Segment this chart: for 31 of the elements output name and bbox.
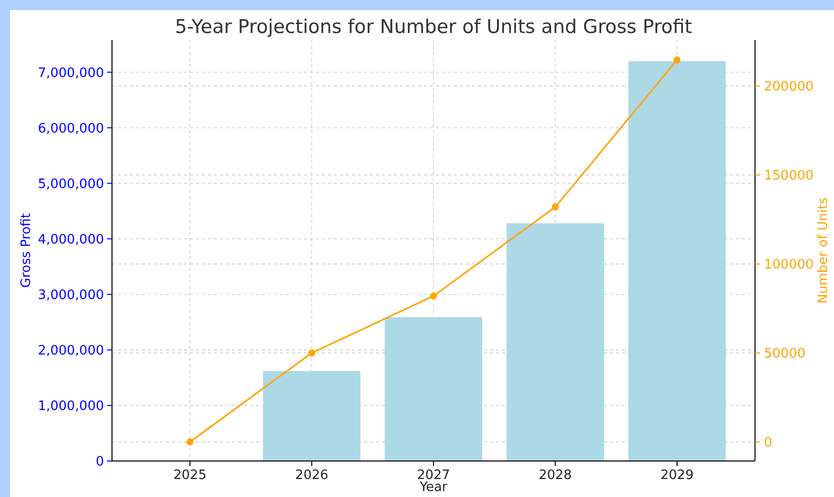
y-tick-label: 5,000,000 [38, 176, 104, 192]
x-tick-label: 2025 [173, 468, 206, 483]
point [552, 203, 559, 210]
x-tick-label: 2026 [295, 468, 328, 483]
y-tick-label: 4,000,000 [38, 232, 104, 248]
point [430, 292, 437, 300]
bar [506, 223, 604, 461]
y-tick-label: 6,000,000 [38, 121, 104, 136]
x-tick-label: 2028 [538, 468, 572, 483]
bar [263, 371, 360, 461]
y-tick-label: 3,000,000 [38, 288, 104, 303]
x-tick-label: 2027 [416, 468, 450, 483]
x-axis-title: Year [418, 480, 448, 495]
chart-title: 5-Year Projections for Number of Units and Gross Profit [174, 16, 692, 38]
bar [384, 317, 482, 461]
point [186, 438, 194, 446]
bar [628, 61, 726, 461]
y-tick-label: 0 [96, 454, 104, 470]
y-axis-title: Gross Profit [19, 213, 34, 288]
y2-axis-title: Number of Units [816, 197, 831, 304]
point [308, 349, 316, 356]
y2-tick-label: 0 [764, 436, 772, 451]
point [674, 56, 681, 64]
y2-tick-label: 100000 [764, 257, 814, 272]
y2-tick-label: 150000 [764, 168, 814, 184]
y2-tick-label: 50000 [764, 346, 806, 362]
y2-tick-label: 200000 [764, 79, 814, 94]
x-tick-label: 2029 [660, 468, 694, 483]
y-tick-label: 7,000,000 [38, 66, 104, 81]
y-tick-label: 1,000,000 [38, 399, 104, 414]
y-tick-label: 2,000,000 [38, 343, 104, 358]
